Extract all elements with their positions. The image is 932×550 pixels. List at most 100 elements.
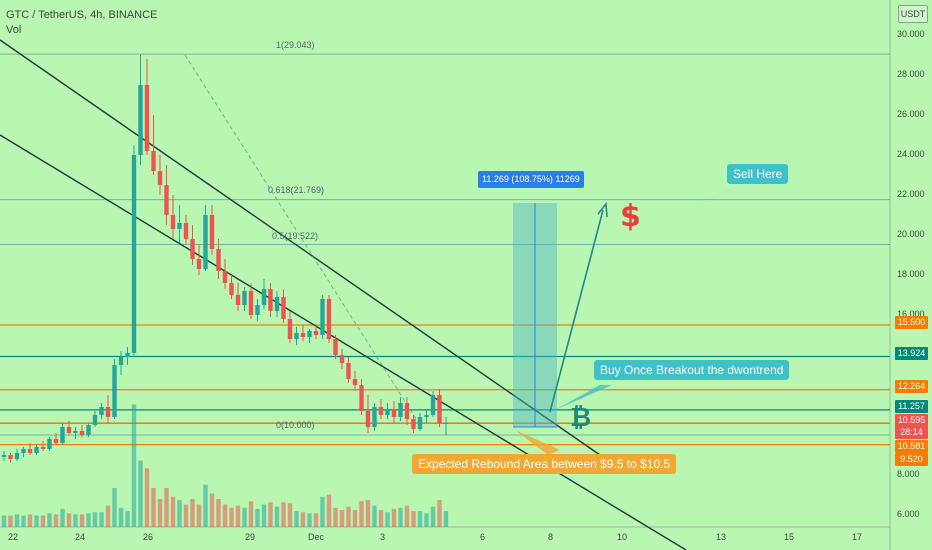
candle bbox=[131, 145, 137, 357]
volume-bar bbox=[40, 515, 46, 527]
price-tag: 10.581 bbox=[895, 440, 928, 453]
x-tick-label: 17 bbox=[852, 532, 863, 542]
candle bbox=[235, 283, 241, 311]
candle-body bbox=[255, 305, 260, 315]
candle bbox=[40, 441, 46, 451]
sell-here-callout[interactable]: Sell Here bbox=[727, 164, 789, 184]
volume-bar bbox=[281, 502, 286, 527]
volume-bar bbox=[105, 505, 111, 527]
candle-body bbox=[339, 355, 345, 363]
candle-body bbox=[27, 449, 33, 453]
candle bbox=[138, 55, 143, 165]
volume-bar bbox=[437, 500, 442, 527]
volume-bar bbox=[365, 500, 371, 527]
candle bbox=[430, 391, 436, 417]
candle bbox=[105, 395, 111, 423]
candle bbox=[86, 423, 91, 437]
volume-bar bbox=[346, 506, 351, 527]
volume-bar bbox=[170, 496, 176, 527]
volume-bar bbox=[177, 500, 182, 527]
candle-body bbox=[40, 447, 46, 449]
candle-body bbox=[398, 403, 403, 417]
candle bbox=[443, 417, 449, 435]
candle-body bbox=[294, 333, 299, 339]
candle bbox=[437, 389, 442, 427]
volume-bar bbox=[60, 508, 65, 527]
candle-body bbox=[216, 249, 221, 271]
volume-bar bbox=[430, 506, 436, 527]
candle-body bbox=[287, 319, 293, 339]
volume-bar bbox=[164, 488, 169, 527]
currency-button[interactable]: USDT bbox=[898, 5, 928, 23]
buy-breakout-callout[interactable]: Buy Once Breakout the dwontrend bbox=[594, 360, 790, 380]
candle bbox=[216, 239, 221, 279]
candle-body bbox=[112, 365, 117, 417]
candle bbox=[248, 283, 254, 319]
candle-body bbox=[8, 455, 13, 459]
y-tick-label: 16.000 bbox=[897, 309, 925, 319]
x-tick-label: 8 bbox=[548, 532, 554, 542]
candle-body bbox=[222, 271, 228, 283]
volume-bar bbox=[372, 505, 377, 527]
candle bbox=[261, 279, 267, 309]
candle bbox=[333, 335, 338, 359]
candle-body bbox=[300, 333, 306, 337]
candle bbox=[268, 283, 273, 317]
volume-bar bbox=[248, 501, 254, 527]
volume-bar bbox=[359, 501, 364, 527]
candle-body bbox=[430, 395, 436, 415]
candle bbox=[307, 329, 312, 343]
volume-bar bbox=[151, 488, 156, 527]
volume-bar bbox=[190, 499, 195, 527]
symbol-title: GTC / TetherUS, 4h, BINANCE bbox=[6, 9, 158, 21]
volume-bar bbox=[424, 513, 429, 527]
candle bbox=[99, 403, 104, 419]
candle bbox=[281, 289, 286, 323]
candle-body bbox=[333, 339, 338, 355]
price-tag: 28:14 bbox=[895, 426, 928, 439]
dollar-icon: $ bbox=[620, 199, 641, 234]
volume-bar bbox=[398, 507, 403, 527]
candle bbox=[274, 291, 280, 317]
candle-body bbox=[53, 439, 59, 443]
volume-bar bbox=[404, 505, 410, 527]
candle-body bbox=[118, 357, 124, 365]
volume-bar bbox=[326, 494, 332, 527]
volume-bar bbox=[66, 513, 72, 527]
candle bbox=[177, 205, 182, 243]
candle bbox=[170, 195, 176, 239]
candle-body bbox=[183, 223, 189, 239]
candle-body bbox=[14, 453, 20, 459]
candle-body bbox=[248, 291, 254, 315]
x-tick-label: 29 bbox=[245, 532, 256, 542]
candle bbox=[53, 433, 59, 445]
volume-bar bbox=[209, 493, 215, 527]
fib-level-0: 0(10.000) bbox=[276, 420, 315, 430]
candle bbox=[196, 245, 202, 275]
volume-bar bbox=[118, 507, 124, 527]
y-tick-label: 24.000 bbox=[897, 149, 925, 159]
volume-bar bbox=[144, 468, 150, 527]
fib-level-05: 0.5(19.522) bbox=[272, 231, 319, 241]
candle bbox=[190, 225, 195, 265]
candle-body bbox=[307, 331, 312, 337]
candle-body bbox=[1, 455, 7, 457]
volume-bar bbox=[339, 510, 345, 527]
candle bbox=[378, 399, 384, 419]
candle-body bbox=[391, 409, 397, 417]
volume-bar bbox=[385, 512, 390, 527]
candle bbox=[47, 437, 52, 451]
x-tick-label: 15 bbox=[784, 532, 795, 542]
y-tick-label: 30.000 bbox=[897, 29, 925, 39]
volume-bar bbox=[79, 514, 85, 527]
volume-bar bbox=[183, 504, 189, 527]
x-tick-label: 6 bbox=[480, 532, 486, 542]
candle-body bbox=[424, 415, 429, 417]
volume-bar bbox=[14, 514, 20, 527]
candle bbox=[112, 359, 117, 419]
candle-body bbox=[170, 215, 176, 229]
volume-bar bbox=[112, 488, 117, 527]
rebound-area-callout[interactable]: Expected Rebound Area between $9.5 to $1… bbox=[412, 454, 677, 474]
